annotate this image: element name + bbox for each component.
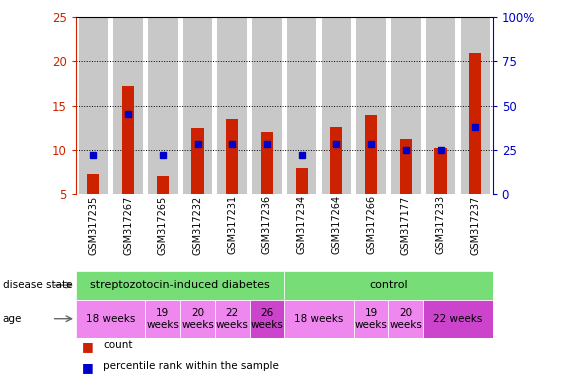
Text: 20
weeks: 20 weeks [181, 308, 214, 329]
Bar [76, 300, 145, 338]
Bar [423, 300, 493, 338]
Text: ■: ■ [82, 361, 93, 374]
Bar [252, 17, 282, 194]
Bar [148, 17, 177, 194]
Bar [400, 139, 412, 194]
Bar [76, 271, 284, 300]
Text: 22
weeks: 22 weeks [216, 308, 249, 329]
Bar [87, 174, 100, 194]
Text: 19
weeks: 19 weeks [355, 308, 387, 329]
Text: 18 weeks: 18 weeks [86, 314, 136, 324]
Bar [145, 300, 180, 338]
Text: percentile rank within the sample: percentile rank within the sample [103, 361, 279, 371]
Bar [435, 148, 446, 194]
Text: 26
weeks: 26 weeks [251, 308, 283, 329]
Text: control: control [369, 280, 408, 290]
Bar [365, 115, 377, 194]
Text: 19
weeks: 19 weeks [146, 308, 179, 329]
Bar [157, 176, 169, 194]
Text: 22 weeks: 22 weeks [433, 314, 482, 324]
Bar [183, 17, 212, 194]
Bar [217, 17, 247, 194]
Bar [354, 300, 388, 338]
Bar [249, 300, 284, 338]
Text: 20
weeks: 20 weeks [390, 308, 422, 329]
Bar [284, 300, 354, 338]
Bar [284, 271, 493, 300]
Bar [330, 127, 342, 194]
Bar [261, 132, 273, 194]
Bar [122, 86, 134, 194]
Text: count: count [103, 340, 132, 350]
Text: streptozotocin-induced diabetes: streptozotocin-induced diabetes [90, 280, 270, 290]
Bar [191, 127, 204, 194]
Text: age: age [3, 314, 22, 324]
Bar [426, 17, 455, 194]
Bar [461, 17, 490, 194]
Bar [356, 17, 386, 194]
Bar [391, 17, 421, 194]
Bar [388, 300, 423, 338]
Bar [296, 168, 308, 194]
Bar [180, 300, 215, 338]
Bar [79, 17, 108, 194]
Bar [215, 300, 249, 338]
Bar [321, 17, 351, 194]
Bar [226, 119, 238, 194]
Text: ■: ■ [82, 340, 93, 353]
Bar [469, 53, 481, 194]
Text: 18 weeks: 18 weeks [294, 314, 344, 324]
Text: disease state: disease state [3, 280, 72, 290]
Bar [113, 17, 143, 194]
Bar [287, 17, 316, 194]
